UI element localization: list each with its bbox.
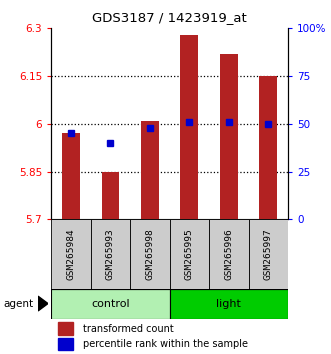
Text: agent: agent — [3, 298, 33, 309]
Text: light: light — [216, 298, 241, 309]
Bar — [260, 76, 277, 219]
Bar — [180, 35, 198, 219]
Bar — [169, 219, 209, 289]
Bar — [220, 54, 238, 219]
Text: GSM265984: GSM265984 — [67, 228, 75, 280]
Bar — [130, 219, 169, 289]
Bar — [51, 289, 169, 319]
Bar — [249, 219, 288, 289]
Bar — [209, 219, 249, 289]
Text: transformed count: transformed count — [83, 324, 173, 333]
Bar — [91, 219, 130, 289]
Text: control: control — [91, 298, 130, 309]
Bar — [51, 219, 91, 289]
Text: GSM265995: GSM265995 — [185, 228, 194, 280]
Bar — [102, 172, 119, 219]
Title: GDS3187 / 1423919_at: GDS3187 / 1423919_at — [92, 11, 247, 24]
Text: GSM265997: GSM265997 — [264, 228, 273, 280]
Text: GSM265998: GSM265998 — [145, 228, 155, 280]
Text: GSM265996: GSM265996 — [224, 228, 233, 280]
Text: percentile rank within the sample: percentile rank within the sample — [83, 339, 248, 349]
Bar — [62, 133, 80, 219]
Bar — [58, 322, 73, 335]
Bar — [58, 338, 73, 350]
Text: GSM265993: GSM265993 — [106, 228, 115, 280]
Bar — [169, 289, 288, 319]
Polygon shape — [38, 296, 48, 311]
Bar — [141, 121, 159, 219]
